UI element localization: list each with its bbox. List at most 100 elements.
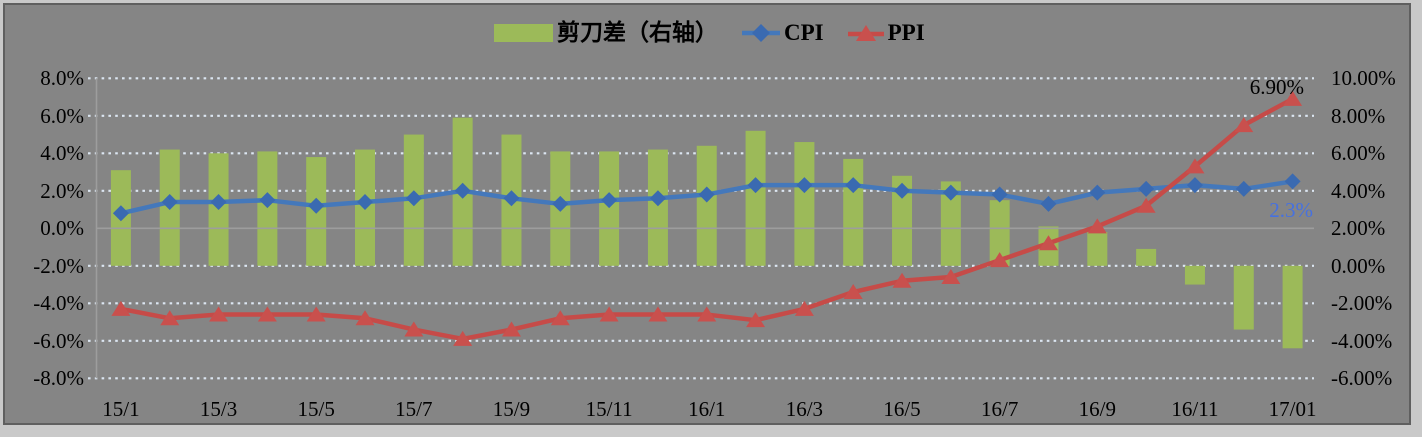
x-axis-tick: 16/11	[1171, 397, 1219, 421]
ppi-point	[941, 269, 961, 285]
cpi-point	[1138, 180, 1155, 197]
ppi-point	[453, 330, 473, 346]
y-axis-tick-right: 6.00%	[1331, 141, 1386, 166]
bar	[1233, 265, 1254, 330]
cpi-marker-icon	[742, 24, 780, 42]
ppi-point	[843, 284, 863, 300]
bar	[257, 151, 278, 266]
x-axis-tick: 16/7	[980, 397, 1019, 421]
ppi-point	[746, 312, 766, 328]
y-axis-tick-left: -4.0%	[33, 291, 84, 316]
legend-label-cpi: CPI	[784, 20, 824, 45]
y-axis-tick-left: 8.0%	[40, 66, 84, 91]
bar	[1087, 232, 1108, 266]
y-axis-tick-right: -4.00%	[1331, 328, 1393, 353]
cpi-point	[503, 190, 520, 207]
ppi-point	[355, 310, 375, 326]
ppi-point	[257, 306, 277, 322]
cpi-point	[1040, 195, 1057, 212]
ppi-end-data-label: 6.90%	[1249, 75, 1304, 99]
y-axis-tick-right: -2.00%	[1331, 291, 1393, 316]
x-axis-tick: 15/11	[585, 397, 633, 421]
y-axis-tick-left: -6.0%	[33, 328, 84, 353]
ppi-point	[990, 252, 1010, 268]
ppi-point	[599, 306, 619, 322]
x-axis-tick: 16/1	[688, 397, 726, 421]
bar	[843, 158, 864, 266]
y-axis-tick-left: 2.0%	[40, 178, 84, 203]
y-axis-tick-right: 2.00%	[1331, 216, 1386, 241]
ppi-point	[160, 310, 180, 326]
cpi-point	[991, 186, 1008, 203]
x-axis-tick: 16/3	[785, 397, 824, 421]
bar	[989, 200, 1010, 266]
cpi-point	[601, 192, 618, 209]
ppi-point	[550, 310, 570, 326]
ppi-marker-icon	[847, 25, 884, 41]
legend-label-ppi: PPI	[887, 20, 925, 45]
y-axis-tick-right: 4.00%	[1331, 178, 1386, 203]
legend-item-scissors-gap: 剪刀差（右轴）	[494, 19, 718, 47]
bar	[794, 142, 815, 266]
cpi-point	[308, 197, 325, 214]
cpi-end-data-label: 2.3%	[1269, 198, 1313, 222]
x-axis-tick: 16/9	[1078, 397, 1116, 421]
bar	[745, 130, 766, 266]
x-axis-tick: 16/5	[883, 397, 921, 421]
y-axis-tick-right: 10.00%	[1331, 66, 1396, 91]
cpi-point	[649, 190, 666, 207]
x-axis-tick: 15/9	[492, 397, 531, 421]
bar	[599, 151, 620, 266]
ppi-point	[1038, 235, 1058, 251]
bar	[696, 145, 717, 266]
y-axis-tick-right: -6.00%	[1331, 366, 1393, 391]
y-axis-tick-left: 0.0%	[40, 216, 84, 241]
legend-label-scissors-gap: 剪刀差（右轴）	[557, 20, 718, 45]
ppi-point	[892, 272, 912, 288]
cpi-point	[1089, 184, 1106, 201]
cpi-point	[112, 205, 129, 222]
ppi-point	[697, 306, 717, 322]
cpi-point	[796, 177, 813, 194]
bar	[1282, 265, 1303, 349]
bar	[1136, 248, 1157, 266]
bar-series-swatch-icon	[494, 24, 553, 42]
cpi-point	[894, 182, 911, 199]
ppi-point	[1185, 158, 1205, 174]
bar	[647, 149, 668, 266]
legend-item-cpi: CPI	[742, 19, 824, 47]
y-axis-tick-left: -2.0%	[33, 253, 84, 278]
ppi-point	[1136, 197, 1156, 213]
x-axis-tick: 17/01	[1268, 397, 1317, 421]
ppi-point	[1234, 117, 1254, 133]
ppi-point	[794, 300, 814, 316]
cpi-point	[405, 190, 422, 207]
cpi-point	[1284, 173, 1301, 190]
ppi-point	[648, 306, 668, 322]
ppi-point	[1283, 90, 1303, 106]
ppi-point	[501, 321, 521, 337]
bar	[1184, 265, 1205, 285]
cpi-point	[259, 192, 276, 209]
y-axis-tick-left: 4.0%	[40, 141, 84, 166]
ppi-point	[1087, 218, 1107, 234]
ppi-point	[404, 321, 424, 337]
bar	[940, 181, 961, 266]
cpi-point	[357, 194, 374, 211]
cpi-point	[1235, 180, 1252, 197]
ppi-point	[111, 300, 131, 316]
cpi-point	[747, 177, 764, 194]
cpi-point	[698, 186, 715, 203]
ppi-point	[306, 306, 326, 322]
cpi-point	[454, 182, 471, 199]
y-axis-tick-right: 8.00%	[1331, 103, 1386, 128]
y-axis-tick-left: 6.0%	[40, 103, 84, 128]
cpi-point	[942, 184, 959, 201]
cpi-point	[1186, 177, 1203, 194]
cpi-point	[210, 194, 227, 211]
x-axis-tick: 15/3	[199, 397, 238, 421]
legend-item-ppi: PPI	[847, 19, 925, 47]
ppi-point	[209, 306, 229, 322]
y-axis-tick-left: -8.0%	[33, 366, 84, 391]
